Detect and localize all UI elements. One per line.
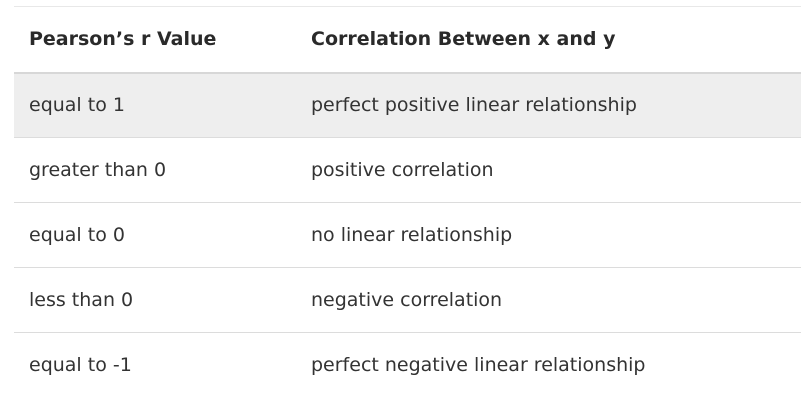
table-row: equal to -1 perfect negative linear rela… (14, 333, 801, 398)
r-value-cell: greater than 0 (29, 159, 167, 181)
r-value-cell: equal to 0 (29, 224, 125, 246)
table-body: equal to 1 perfect positive linear relat… (14, 72, 801, 398)
header-pearson-r-value: Pearson’s r Value (29, 28, 217, 51)
table-header: Pearson’s r Value Correlation Between x … (14, 6, 801, 73)
r-value-cell: equal to -1 (29, 354, 132, 377)
table-row: equal to 1 perfect positive linear relat… (14, 72, 801, 138)
correlation-cell: negative correlation (311, 289, 503, 311)
correlation-table-container: Pearson’s r Value Correlation Between x … (14, 6, 801, 398)
header-correlation: Correlation Between x and y (311, 28, 616, 51)
correlation-table: Pearson’s r Value Correlation Between x … (14, 6, 801, 398)
correlation-cell: no linear relationship (311, 224, 513, 246)
correlation-cell: perfect negative linear relationship (311, 354, 646, 377)
header-row: Pearson’s r Value Correlation Between x … (14, 6, 801, 73)
table-row: equal to 0 no linear relationship (14, 203, 801, 268)
table-row: less than 0 negative correlation (14, 268, 801, 333)
table-row: greater than 0 positive correlation (14, 138, 801, 203)
r-value-cell: equal to 1 (29, 94, 125, 117)
r-value-cell: less than 0 (29, 289, 134, 311)
correlation-cell: perfect positive linear relationship (311, 94, 637, 117)
correlation-cell: positive correlation (311, 159, 494, 181)
